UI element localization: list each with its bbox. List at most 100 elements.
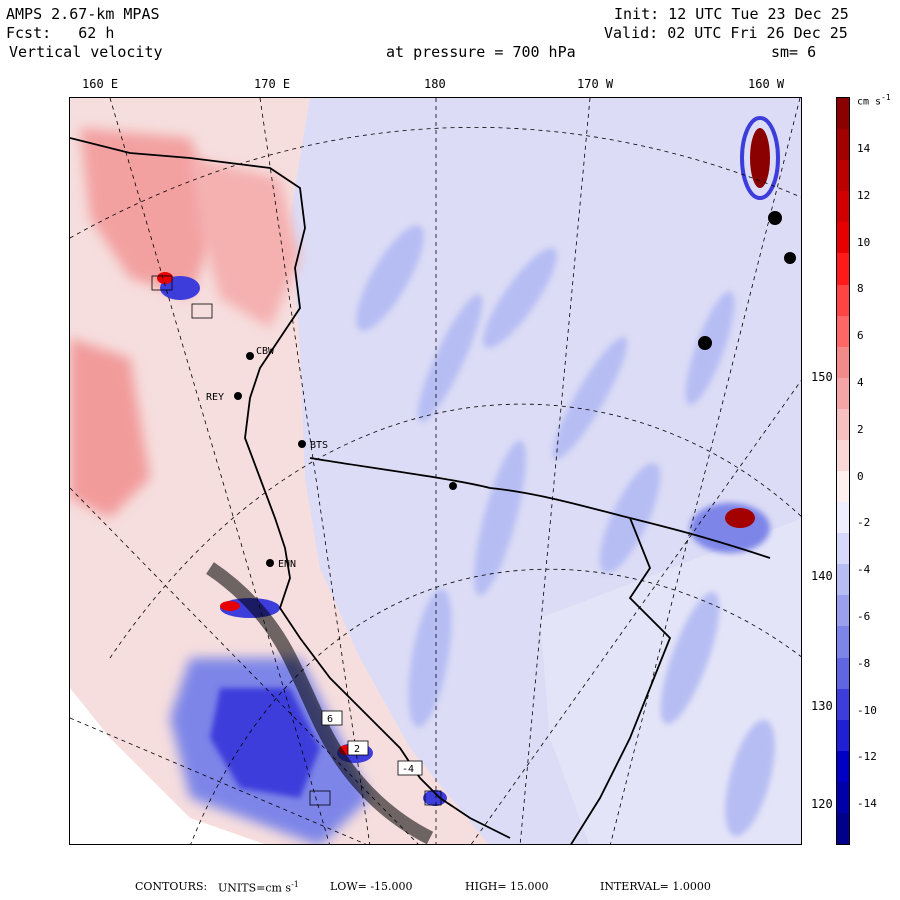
footer-low: LOW= -15.000 [330, 880, 413, 893]
colorbar-segment [837, 750, 849, 783]
footer-interval: INTERVAL= 1.0000 [600, 880, 711, 893]
colorbar-segment [837, 812, 849, 845]
station-bts: BTS [310, 440, 328, 451]
colorbar-segment [837, 315, 849, 348]
footer-units-text: UNITS=cm s [218, 881, 292, 895]
lon-label-170e: 170 E [254, 77, 291, 91]
ice-shelf-edge [309, 457, 771, 559]
colorbar-tick-label: 2 [857, 422, 864, 436]
colorbar-tick-label: -2 [857, 516, 871, 530]
map-panel: CBW REY BTS ENN 6 2 -4 [69, 97, 802, 845]
colorbar-segment [837, 98, 849, 130]
lower-left-blank [70, 688, 265, 844]
stations: CBW REY BTS ENN [206, 346, 457, 570]
colorbar-tick-label: 6 [857, 329, 864, 343]
colorbar-segment [837, 471, 849, 503]
colorbar-segment [837, 781, 849, 814]
colorbar-unit-exp: -1 [881, 93, 891, 102]
station-cbw: CBW [256, 346, 275, 357]
colorbar-segment [837, 626, 849, 658]
pressure-level: at pressure = 700 hPa [386, 43, 576, 61]
footer-contours: CONTOURS: [135, 880, 208, 893]
colorbar-tick-label: 0 [857, 469, 864, 483]
colorbar [836, 97, 850, 845]
station-marker [298, 440, 306, 448]
colorbar-tick-label: 12 [857, 188, 871, 202]
lon-label-160e: 160 E [82, 77, 119, 91]
colorbar-segment [837, 564, 849, 596]
contour-value-boxes: 6 2 -4 [151, 275, 442, 806]
colorbar-tick-label: 8 [857, 282, 864, 296]
mountain-contour-band [206, 562, 434, 844]
station-marker [234, 392, 242, 400]
colorbar-segment [837, 160, 849, 192]
station-rey: REY [206, 392, 224, 403]
coast-updraft [190, 158, 300, 328]
strong-downdraft [210, 688, 320, 798]
pressure-value: 700 hPa [512, 43, 576, 61]
colorbar-segment [837, 657, 849, 690]
footer-units: UNITS=cm s-1 [218, 880, 299, 895]
colorbar-segment [837, 595, 849, 627]
coastline-east [570, 517, 672, 844]
colorbar-tick-label: -14 [857, 797, 877, 811]
station-marker [266, 559, 274, 567]
colorbar-segment [837, 129, 849, 161]
colorbar-segment [837, 253, 849, 285]
colorbar-segment [837, 346, 849, 379]
box-label-6: 6 [327, 714, 333, 725]
coastline [70, 137, 511, 839]
colorbar-segment [837, 719, 849, 752]
model-title: AMPS 2.67-km MPAS [6, 5, 160, 23]
lon-label-170w: 170 W [577, 77, 614, 91]
colorbar-segment [837, 439, 849, 472]
footer-units-exp: -1 [291, 880, 299, 889]
colorbar-segment [837, 377, 849, 410]
station-enn: ENN [278, 559, 296, 570]
graticule [70, 98, 801, 844]
colorbar-segment [837, 191, 849, 223]
colorbar-segment [837, 533, 849, 565]
smoothing: sm= 6 [771, 43, 817, 61]
pressure-label: at pressure = [386, 43, 504, 61]
vertical-velocity-map: CBW REY BTS ENN 6 2 -4 [70, 98, 801, 844]
value-box [321, 710, 343, 726]
value-box [424, 790, 442, 806]
colorbar-tick-label: -8 [857, 656, 871, 670]
lon-label-160w: 160 W [748, 77, 785, 91]
colorbar-segment [837, 502, 849, 534]
fcst-label: Fcst: [6, 24, 52, 42]
field-name: Vertical velocity [9, 43, 163, 61]
value-box [151, 275, 173, 291]
value-box [397, 760, 423, 776]
footer-high: HIGH= 15.000 [465, 880, 549, 893]
fcst-value: 62 h [78, 24, 115, 42]
colorbar-segment [837, 284, 849, 317]
lon-label-180: 180 [424, 77, 446, 91]
colorbar-unit-text: cm s [857, 96, 882, 108]
valid-time: Valid: 02 UTC Fri 26 Dec 25 [604, 24, 848, 42]
value-box [309, 790, 331, 806]
colorbar-tick-label: 10 [857, 235, 871, 249]
box-label-2: 2 [354, 744, 360, 755]
colorbar-tick-label: -10 [857, 703, 877, 717]
colorbar-tick-label: -4 [857, 563, 871, 577]
box-label-minus4: -4 [402, 764, 414, 775]
ocean-streaks [356, 225, 775, 837]
colorbar-segment [837, 688, 849, 721]
colorbar-segment [837, 408, 849, 441]
forecast-hour: Fcst: 62 h [6, 24, 114, 42]
init-time: Init: 12 UTC Tue 23 Dec 25 [614, 5, 849, 23]
colorbar-segment [837, 222, 849, 254]
colorbar-tick-label: -12 [857, 750, 877, 764]
west-updraft [70, 338, 150, 518]
colorbar-tick-label: 4 [857, 376, 864, 389]
colorbar-tick-label: 14 [857, 142, 871, 155]
value-box [191, 303, 213, 319]
colorbar-tick-label: -6 [857, 610, 871, 623]
station-marker [449, 482, 457, 490]
station-marker [246, 352, 254, 360]
colorbar-unit: cm s-1 [857, 93, 891, 107]
upper-left-updraft [80, 128, 220, 298]
value-box [347, 740, 369, 756]
